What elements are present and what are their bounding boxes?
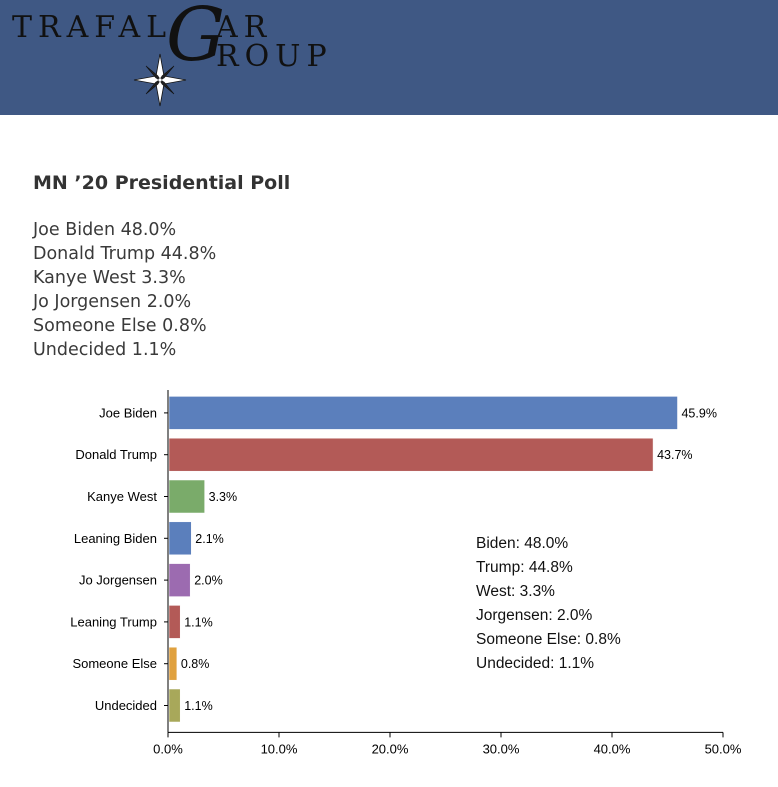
bar — [168, 437, 654, 472]
annotation-line: Biden: 48.0% — [476, 535, 568, 552]
annotation-line: Trump: 44.8% — [476, 559, 573, 576]
bar — [168, 688, 181, 723]
x-tick-label: 10.0% — [261, 741, 298, 756]
result-line: Jo Jorgensen 2.0% — [33, 292, 192, 312]
value-label: 2.1% — [195, 532, 224, 546]
value-label: 1.1% — [184, 615, 213, 629]
category-label: Someone Else — [72, 656, 157, 671]
bar — [168, 646, 178, 681]
category-label: Leaning Biden — [74, 531, 157, 546]
poll-title: MN ’20 Presidential Poll — [33, 172, 291, 194]
result-line: Donald Trump 44.8% — [33, 244, 217, 264]
category-label: Joe Biden — [99, 405, 157, 420]
bar — [168, 563, 191, 597]
results-list: Joe Biden 48.0% Donald Trump 44.8% Kanye… — [33, 218, 216, 362]
logo-text-roup: ROUP — [216, 39, 333, 74]
annotation-line: Undecided: 1.1% — [476, 655, 594, 672]
value-label: 45.9% — [681, 406, 716, 420]
annotation-line: Someone Else: 0.8% — [476, 631, 621, 648]
x-tick-label: 0.0% — [153, 741, 183, 756]
trafalgar-logo[interactable]: TRAFAL G AR ROUP — [0, 0, 778, 115]
x-tick-label: 40.0% — [594, 741, 631, 756]
x-tick-label: 30.0% — [483, 741, 520, 756]
bar — [168, 521, 192, 556]
x-tick-label: 50.0% — [705, 741, 742, 756]
logo-text-trafal: TRAFAL — [12, 10, 172, 45]
category-label: Kanye West — [87, 489, 157, 504]
category-label: Jo Jorgensen — [79, 573, 157, 588]
value-label: 0.8% — [181, 657, 210, 671]
value-label: 43.7% — [657, 448, 692, 462]
category-label: Leaning Trump — [70, 614, 157, 629]
logo-text-g: G — [166, 0, 225, 78]
value-label: 3.3% — [209, 490, 238, 504]
bar — [168, 605, 181, 639]
compass-star-icon — [133, 53, 187, 107]
value-label: 1.1% — [184, 699, 213, 713]
site-header — [0, 0, 778, 115]
bar — [168, 479, 205, 514]
category-label: Donald Trump — [75, 447, 157, 462]
result-line: Someone Else 0.8% — [33, 316, 207, 336]
annotation-line: West: 3.3% — [476, 583, 555, 600]
poll-bar-chart: Joe Biden 45.9% Donald Trump 43.7% Kanye Wes… — [70, 390, 742, 756]
value-label: 2.0% — [194, 574, 223, 588]
result-line: Joe Biden 48.0% — [33, 220, 177, 240]
category-label: Undecided — [95, 698, 157, 713]
x-tick-label: 20.0% — [372, 741, 409, 756]
annotation-line: Jorgensen: 2.0% — [476, 607, 593, 624]
result-line: Undecided 1.1% — [33, 340, 177, 360]
logo-text-ar: AR — [215, 10, 272, 45]
bar — [168, 396, 678, 430]
result-line: Kanye West 3.3% — [33, 268, 186, 288]
